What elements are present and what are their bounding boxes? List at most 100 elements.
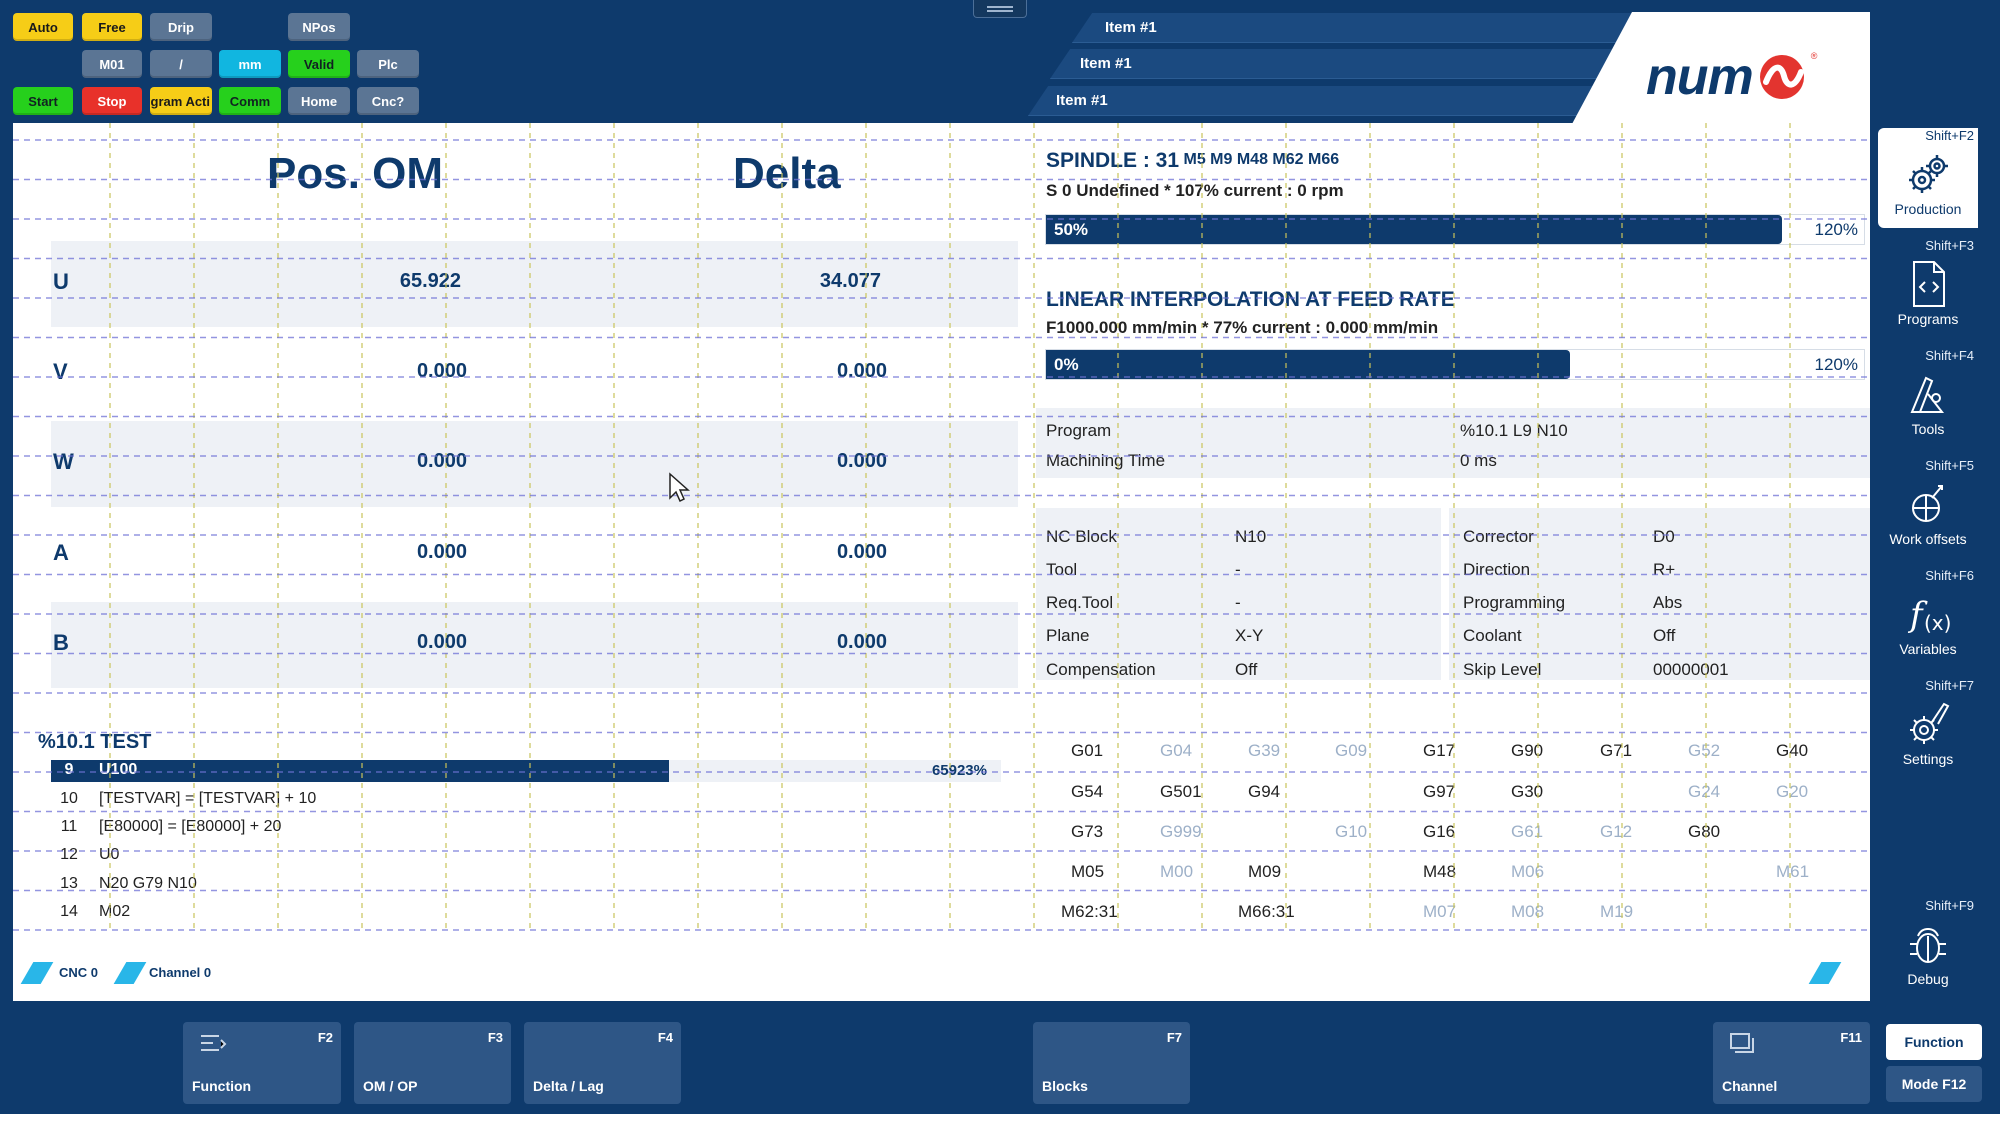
logo-panel: num ® (1572, 12, 1870, 124)
header-tab-2-label: Item #1 (1080, 55, 1132, 72)
nc-block-label: NC Block (1046, 527, 1117, 546)
program-info-box (1036, 408, 1870, 478)
modal-code: M07 (1423, 902, 1457, 921)
axis-name: B (53, 630, 69, 655)
spindle-mcodes: M5 M9 M48 M62 M66 (1183, 151, 1340, 168)
modal-code: G09 (1335, 741, 1368, 760)
sidebar-item-debug[interactable]: Shift+F9 Debug (1878, 898, 1978, 998)
program-line[interactable]: 13 N20 G79 N10 (51, 870, 197, 898)
sidebar-item-work-offsets[interactable]: Shift+F5 Work offsets (1878, 458, 1978, 558)
stop-button[interactable]: Stop (82, 87, 142, 115)
modal-code: G61 (1511, 822, 1544, 841)
header-tab-2[interactable] (1049, 49, 1621, 79)
sidebar-item-variables[interactable]: Shift+F6 f (x) Variables (1878, 568, 1978, 668)
modal-code: G17 (1423, 741, 1456, 760)
sidebar-item-programs[interactable]: Shift+F3 Programs (1878, 238, 1978, 338)
axis-name: U (53, 269, 69, 294)
req-tool-label: Req.Tool (1046, 593, 1114, 612)
shortcut-label: Shift+F4 (1925, 348, 1974, 363)
axis-delta-value: 0.000 (836, 541, 887, 563)
spindle-info: S 0 Undefined * 107% current : 0 rpm (1046, 181, 1344, 200)
plc-button[interactable]: Plc (357, 50, 419, 78)
valid-button[interactable]: Valid (288, 50, 350, 78)
fkey-delta-lag[interactable]: F4 Delta / Lag (524, 1022, 681, 1104)
line-text: N20 G79 N10 (99, 875, 197, 892)
line-text: U100 (99, 761, 138, 778)
mm-button[interactable]: mm (219, 50, 281, 78)
sidebar-label: Tools (1911, 421, 1945, 437)
svg-text:(x): (x) (1924, 611, 1951, 635)
mode-f12-button[interactable]: Mode F12 (1886, 1066, 1982, 1102)
modal-code: G30 (1511, 782, 1544, 801)
pos-om-title: Pos. OM (267, 149, 444, 198)
modal-code: G10 (1335, 822, 1368, 841)
fkey-blocks[interactable]: F7 Blocks (1033, 1022, 1190, 1104)
npos-button[interactable]: NPos (288, 13, 350, 41)
brand-logo: num ® (1646, 48, 1818, 106)
cnc-marker-icon (20, 962, 54, 984)
spindle-override-bar[interactable]: 50% 120% (1045, 214, 1865, 245)
mouse-cursor-icon (669, 472, 690, 503)
modal-code: G90 (1511, 741, 1544, 760)
comm-button[interactable]: Comm (219, 87, 281, 115)
modal-code: G71 (1600, 741, 1633, 760)
fkey-shortcut: F4 (657, 1030, 673, 1045)
fkey-label: Channel (1722, 1078, 1778, 1094)
program-line[interactable]: 10 [TESTVAR] = [TESTVAR] + 10 (51, 785, 316, 813)
work-offsets-icon (1912, 485, 1943, 522)
block-skip-button[interactable]: / (150, 50, 212, 78)
spindle-label: SPINDLE : 31 (1046, 149, 1180, 172)
start-button[interactable]: Start (13, 87, 73, 115)
sidebar-item-settings[interactable]: Shift+F7 Settings (1878, 678, 1978, 778)
free-button[interactable]: Free (82, 13, 142, 41)
spindle-title: SPINDLE : 31 M5 M9 M48 M62 M66 (1046, 149, 1339, 173)
brand-name: num (1646, 48, 1754, 106)
axis-pos-value: 0.000 (416, 360, 467, 382)
sidebar-item-production[interactable]: Shift+F2 Production (1878, 128, 1978, 228)
function-icon: f (x) (1907, 595, 1951, 635)
shortcut-label: Shift+F7 (1925, 678, 1974, 693)
cnc-button[interactable]: Cnc? (357, 87, 419, 115)
panel-drag-handle[interactable] (973, 0, 1027, 18)
home-button[interactable]: Home (288, 87, 350, 115)
header-tab-1[interactable] (1071, 13, 1643, 43)
shortcut-label: Shift+F3 (1925, 238, 1974, 253)
gears-icon (1909, 155, 1948, 193)
tool-label: Tool (1046, 560, 1078, 579)
axis-delta-value: 0.000 (836, 360, 887, 382)
m01-button[interactable]: M01 (82, 50, 142, 78)
line-number: 12 (60, 846, 78, 863)
feed-override-bar[interactable]: 0% 120% (1045, 349, 1865, 380)
fkey-shortcut: F2 (317, 1030, 333, 1045)
fkey-channel[interactable]: F11 Channel (1713, 1022, 1870, 1104)
shortcut-label: Shift+F9 (1925, 898, 1974, 913)
fkey-label: Function (192, 1078, 252, 1094)
sidebar-item-tools[interactable]: Shift+F4 Tools (1878, 348, 1978, 448)
header-tab-3[interactable] (1027, 86, 1599, 116)
auto-button[interactable]: Auto (13, 13, 73, 41)
modal-code: G16 (1423, 822, 1456, 841)
modal-code: M06 (1511, 862, 1545, 881)
drip-button[interactable]: Drip (150, 13, 212, 41)
axis-pos-value: 65.922 (399, 270, 461, 292)
fkey-om-op[interactable]: F3 OM / OP (354, 1022, 511, 1104)
program-active-button[interactable]: ogram Acti (150, 87, 212, 115)
program-line[interactable]: 11 [E80000] = [E80000] + 20 (51, 813, 282, 841)
line-number: 11 (60, 818, 78, 835)
delta-title: Delta (733, 149, 841, 198)
programming-value: Abs (1653, 593, 1683, 612)
modal-code: G52 (1688, 741, 1721, 760)
program-line[interactable]: 12 U0 (51, 841, 119, 869)
compensation-label: Compensation (1046, 660, 1156, 679)
axis-pos-value: 0.000 (416, 450, 467, 472)
corrector-value: D0 (1653, 527, 1675, 546)
program-line-current[interactable]: 9 U100 (51, 756, 138, 784)
shortcut-label: Shift+F6 (1925, 568, 1974, 583)
bottom-strip (0, 1114, 2000, 1126)
line-number: 10 (60, 790, 78, 807)
modal-code: M00 (1160, 862, 1194, 881)
fkey-function[interactable]: F2 Function (183, 1022, 341, 1104)
function-mode-button[interactable]: Function (1886, 1024, 1982, 1060)
shortcut-label: Shift+F2 (1925, 128, 1974, 143)
program-line[interactable]: 14 M02 (51, 898, 130, 926)
